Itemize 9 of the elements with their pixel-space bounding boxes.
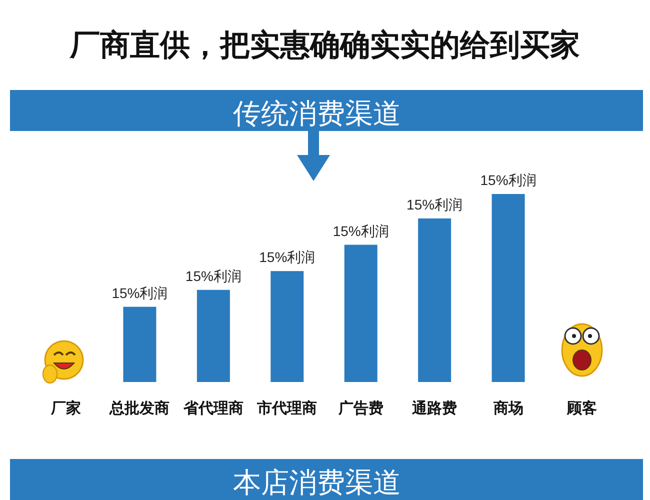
annotation: 本店消费渠道 [233, 468, 401, 499]
annotation: 15%利润 [480, 172, 536, 188]
annotation: 15%利润 [332, 222, 389, 239]
annotation: 15%利润 [259, 249, 316, 266]
subtitle: 传统消费渠道 [233, 99, 401, 130]
annotation: 15%利润 [406, 196, 463, 212]
title: 厂商直供，把实惠确确实实的给到买家 [70, 29, 580, 62]
annotation: 15%利润 [112, 284, 168, 301]
annotation: 15%利润 [185, 268, 242, 284]
